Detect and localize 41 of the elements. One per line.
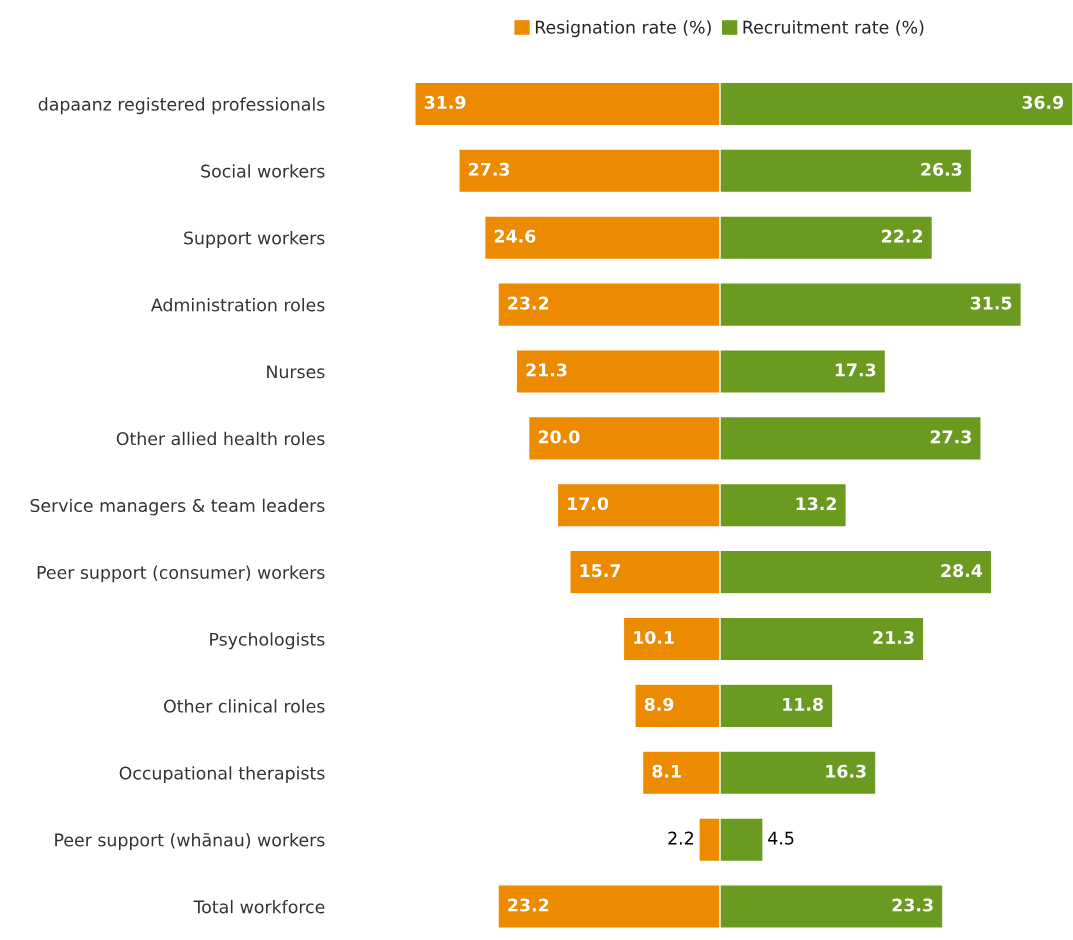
data-label: 27.3 [469, 162, 510, 176]
y-tick-label: dapaanz registered professionals [38, 97, 325, 115]
legend-label: Resignation rate (%) [535, 20, 711, 38]
y-tick-label: Total workforce [193, 899, 325, 914]
data-label: 36.9 [1022, 95, 1064, 109]
data-label: 17.3 [835, 363, 876, 377]
data-label: 8.9 [644, 697, 674, 711]
data-label: 21.3 [526, 363, 567, 377]
data-label: 16.3 [826, 764, 866, 778]
data-label: 28.4 [941, 564, 983, 578]
data-label: 4.5 [768, 831, 794, 845]
y-tick-label: Nurses [267, 365, 325, 379]
data-label: 21.3 [873, 630, 914, 645]
y-tick-label: Peer support (consumer) workers [37, 565, 325, 583]
data-label: 23.2 [508, 296, 549, 310]
y-tick-label: Occupational therapists [119, 766, 325, 783]
data-label: 24.6 [494, 229, 536, 243]
data-label: 15.7 [580, 564, 621, 578]
data-label: 31.5 [970, 296, 1012, 310]
y-tick-label: Psychologists [210, 632, 325, 650]
data-label: 20.0 [538, 430, 580, 444]
data-label: 13.2 [796, 497, 836, 511]
data-label: 10.1 [634, 630, 674, 645]
data-label: 26.3 [921, 162, 962, 176]
data-label: 23.3 [892, 898, 933, 912]
data-label: 27.3 [930, 430, 971, 444]
y-tick-label: Social workers [201, 164, 325, 178]
y-tick-label: Other allied health roles [116, 431, 325, 446]
data-label: 8.1 [652, 764, 681, 778]
data-label: 23.2 [508, 898, 549, 912]
data-label: 2.2 [668, 831, 693, 845]
data-label: 22.2 [882, 229, 923, 243]
y-tick-label: Support workers [184, 231, 325, 248]
y-tick-label: Service managers & team leaders [30, 498, 325, 516]
y-tick-label: Administration roles [151, 298, 325, 312]
data-label: 11.8 [783, 697, 823, 711]
data-label: 17.0 [568, 497, 609, 511]
y-tick-label: Other clinical roles [164, 699, 325, 713]
y-tick-label: Peer support (whānau) workers [55, 833, 325, 850]
legend-label: Recruitment rate (%) [743, 20, 924, 36]
data-label: 31.9 [424, 95, 466, 109]
